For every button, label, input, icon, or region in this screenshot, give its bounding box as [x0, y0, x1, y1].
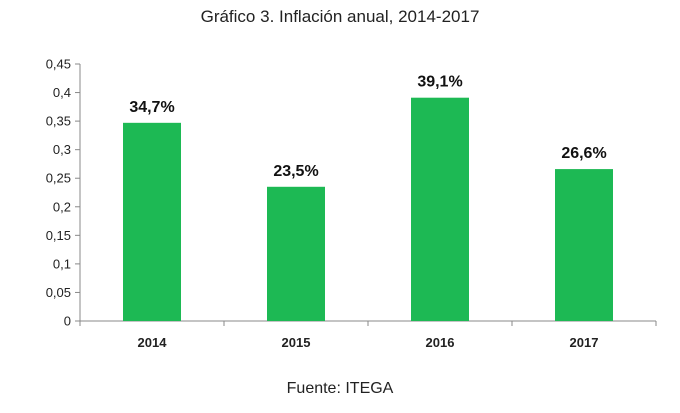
y-tick-label: 0,15 — [46, 228, 71, 243]
x-tick-label-2014: 2014 — [138, 335, 168, 350]
y-tick-label: 0,2 — [53, 199, 71, 214]
y-tick-label: 0,35 — [46, 114, 71, 129]
y-axis-ticks: 0 0,05 0,1 0,15 0,2 0,25 0,3 0,35 0,4 0,45 — [46, 57, 80, 329]
y-tick-label: 0,3 — [53, 142, 71, 157]
y-tick-label: 0,05 — [46, 285, 71, 300]
bar-2016 — [411, 97, 469, 321]
bar-2017 — [555, 169, 613, 321]
x-tick-label-2017: 2017 — [570, 335, 599, 350]
source-note: Fuente: ITEGA — [286, 380, 394, 397]
x-tick-label-2015: 2015 — [282, 335, 311, 350]
data-label-2015: 23,5% — [273, 163, 318, 180]
y-tick-label: 0,4 — [53, 85, 71, 100]
data-label-2016: 39,1% — [417, 74, 462, 91]
data-labels: 34,7% 23,5% 39,1% 26,6% — [129, 74, 606, 180]
bar-2014 — [123, 122, 181, 321]
y-tick-label: 0,25 — [46, 171, 71, 186]
data-label-2014: 34,7% — [129, 99, 174, 116]
chart-title: Gráfico 3. Inflación anual, 2014-2017 — [200, 7, 480, 26]
x-tick-label-2016: 2016 — [426, 335, 455, 350]
y-tick-label: 0,45 — [46, 57, 71, 72]
data-label-2017: 26,6% — [561, 145, 606, 162]
bar-series — [123, 97, 613, 321]
x-axis-labels: 2014 2015 2016 2017 — [138, 335, 599, 350]
bar-2015 — [267, 186, 325, 321]
y-tick-label: 0 — [64, 314, 71, 329]
y-tick-label: 0,1 — [53, 256, 71, 271]
